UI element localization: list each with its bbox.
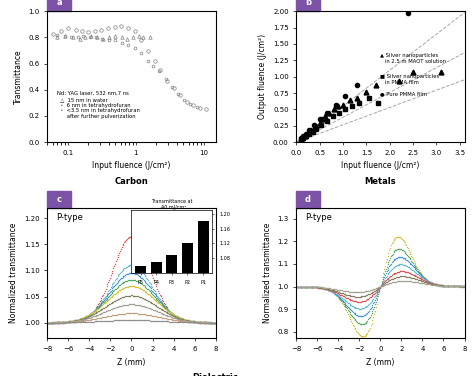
Y-axis label: Output fluence (J/cm²): Output fluence (J/cm²) — [258, 34, 267, 119]
Bar — [47, 0, 71, 11]
Text: Nd: YAG laser, 532 nm,7 ns
  △  15 nm in water
  ◦  6 nm in tetrahydrofuran
  ◦ : Nd: YAG laser, 532 nm,7 ns △ 15 nm in wa… — [57, 91, 140, 119]
Text: b: b — [305, 0, 311, 7]
Text: ■ Silver nanoparticles
   in PMMA film: ■ Silver nanoparticles in PMMA film — [381, 74, 440, 85]
Text: ▲ Silver nanoparticles
   in 2.5 m MAOT solution: ▲ Silver nanoparticles in 2.5 m MAOT sol… — [381, 53, 447, 64]
Y-axis label: Normalized transmittance: Normalized transmittance — [9, 223, 18, 323]
X-axis label: Z (mm): Z (mm) — [366, 358, 395, 367]
Text: ● Pure PMMA film: ● Pure PMMA film — [381, 91, 428, 96]
X-axis label: Input fluence (J/cm²): Input fluence (J/cm²) — [92, 161, 171, 170]
Bar — [296, 0, 320, 11]
Text: P-type: P-type — [56, 213, 82, 222]
Y-axis label: Normalized transmittance: Normalized transmittance — [263, 223, 272, 323]
Text: Dielectric: Dielectric — [192, 373, 238, 376]
Bar — [296, 191, 320, 208]
X-axis label: Z (mm): Z (mm) — [117, 358, 146, 367]
X-axis label: Input fluence (J/cm²): Input fluence (J/cm²) — [341, 161, 419, 170]
Text: P-type: P-type — [305, 213, 332, 222]
Text: d: d — [305, 194, 311, 203]
Text: Metals: Metals — [365, 177, 396, 186]
Bar — [47, 191, 71, 208]
Y-axis label: Transmittance: Transmittance — [14, 49, 23, 104]
Text: Carbon: Carbon — [115, 177, 148, 186]
Text: c: c — [57, 194, 62, 203]
Text: a: a — [56, 0, 62, 7]
